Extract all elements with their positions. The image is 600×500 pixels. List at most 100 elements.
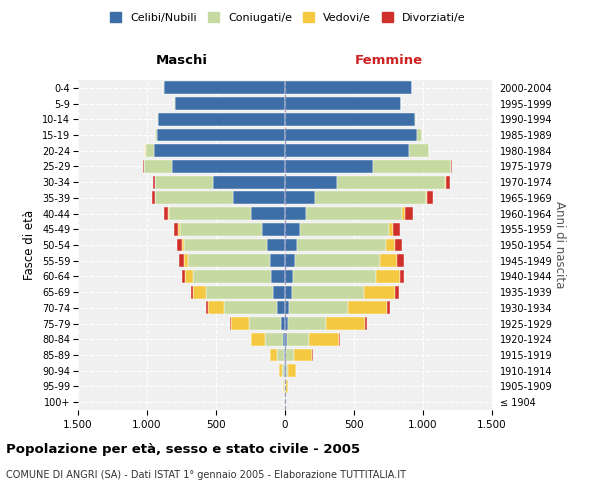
Bar bbox=[339, 333, 340, 345]
Bar bbox=[213, 176, 285, 188]
Y-axis label: Fasce di età: Fasce di età bbox=[23, 210, 37, 280]
Bar bbox=[206, 302, 208, 314]
Bar bbox=[265, 333, 283, 345]
Bar bbox=[409, 144, 428, 157]
Bar bbox=[298, 238, 386, 252]
Bar bbox=[230, 317, 231, 330]
Bar bbox=[316, 192, 426, 204]
Bar bbox=[185, 270, 193, 283]
Bar bbox=[287, 333, 309, 345]
Bar bbox=[191, 286, 193, 298]
Bar bbox=[188, 254, 270, 267]
Bar bbox=[285, 128, 418, 141]
Bar bbox=[208, 302, 224, 314]
Bar bbox=[365, 317, 367, 330]
Bar bbox=[394, 223, 400, 235]
Bar bbox=[285, 286, 292, 298]
Bar bbox=[426, 192, 427, 204]
Bar bbox=[451, 160, 452, 173]
Bar bbox=[386, 238, 395, 252]
Bar bbox=[402, 207, 405, 220]
Bar bbox=[180, 223, 262, 235]
Bar bbox=[285, 176, 337, 188]
Bar bbox=[283, 380, 284, 393]
Bar bbox=[164, 82, 285, 94]
Bar bbox=[415, 113, 416, 126]
Bar bbox=[288, 317, 326, 330]
Bar bbox=[418, 128, 422, 141]
Bar bbox=[168, 207, 169, 220]
Bar bbox=[158, 113, 285, 126]
Bar bbox=[286, 348, 295, 362]
Bar bbox=[182, 238, 184, 252]
Bar bbox=[284, 364, 285, 377]
Bar bbox=[280, 364, 282, 377]
Bar bbox=[285, 82, 412, 94]
Bar bbox=[285, 333, 287, 345]
Bar bbox=[295, 348, 313, 362]
Bar bbox=[292, 286, 364, 298]
Bar bbox=[285, 348, 286, 362]
Bar bbox=[295, 254, 380, 267]
Bar bbox=[285, 223, 300, 235]
Bar bbox=[285, 207, 306, 220]
Bar bbox=[184, 238, 267, 252]
Bar bbox=[249, 317, 281, 330]
Bar bbox=[306, 207, 402, 220]
Bar bbox=[146, 144, 154, 157]
Bar bbox=[157, 128, 285, 141]
Bar bbox=[175, 223, 178, 235]
Bar bbox=[326, 317, 365, 330]
Bar bbox=[289, 302, 349, 314]
Bar bbox=[446, 176, 450, 188]
Bar bbox=[427, 192, 433, 204]
Bar bbox=[182, 270, 185, 283]
Bar bbox=[272, 286, 285, 298]
Bar bbox=[289, 364, 296, 377]
Bar bbox=[282, 364, 284, 377]
Bar bbox=[193, 286, 206, 298]
Bar bbox=[172, 160, 285, 173]
Text: Popolazione per età, sesso e stato civile - 2005: Popolazione per età, sesso e stato civil… bbox=[6, 442, 360, 456]
Text: Maschi: Maschi bbox=[155, 54, 208, 68]
Bar bbox=[397, 254, 404, 267]
Bar bbox=[285, 113, 415, 126]
Bar bbox=[169, 207, 251, 220]
Bar bbox=[153, 176, 155, 188]
Bar bbox=[206, 286, 272, 298]
Bar bbox=[179, 254, 184, 267]
Bar bbox=[285, 160, 373, 173]
Bar bbox=[286, 364, 289, 377]
Bar bbox=[176, 238, 182, 252]
Bar bbox=[285, 144, 409, 157]
Text: COMUNE DI ANGRI (SA) - Dati ISTAT 1° gennaio 2005 - Elaborazione TUTTITALIA.IT: COMUNE DI ANGRI (SA) - Dati ISTAT 1° gen… bbox=[6, 470, 406, 480]
Bar bbox=[155, 128, 157, 141]
Bar bbox=[270, 254, 285, 267]
Bar bbox=[193, 270, 271, 283]
Bar bbox=[155, 176, 213, 188]
Bar bbox=[251, 207, 285, 220]
Bar bbox=[285, 254, 295, 267]
Bar bbox=[262, 223, 285, 235]
Bar bbox=[309, 333, 339, 345]
Bar bbox=[224, 302, 277, 314]
Text: Femmine: Femmine bbox=[355, 54, 422, 68]
Bar bbox=[285, 270, 293, 283]
Bar bbox=[300, 223, 389, 235]
Bar bbox=[184, 254, 188, 267]
Bar bbox=[144, 160, 172, 173]
Bar bbox=[233, 192, 285, 204]
Bar bbox=[364, 286, 395, 298]
Bar bbox=[283, 333, 285, 345]
Bar bbox=[157, 113, 158, 126]
Bar bbox=[277, 348, 284, 362]
Bar bbox=[231, 317, 249, 330]
Bar bbox=[277, 302, 285, 314]
Bar bbox=[395, 238, 402, 252]
Bar bbox=[387, 302, 390, 314]
Bar bbox=[293, 270, 376, 283]
Bar bbox=[395, 286, 399, 298]
Bar bbox=[380, 254, 397, 267]
Bar bbox=[285, 302, 289, 314]
Bar bbox=[154, 144, 285, 157]
